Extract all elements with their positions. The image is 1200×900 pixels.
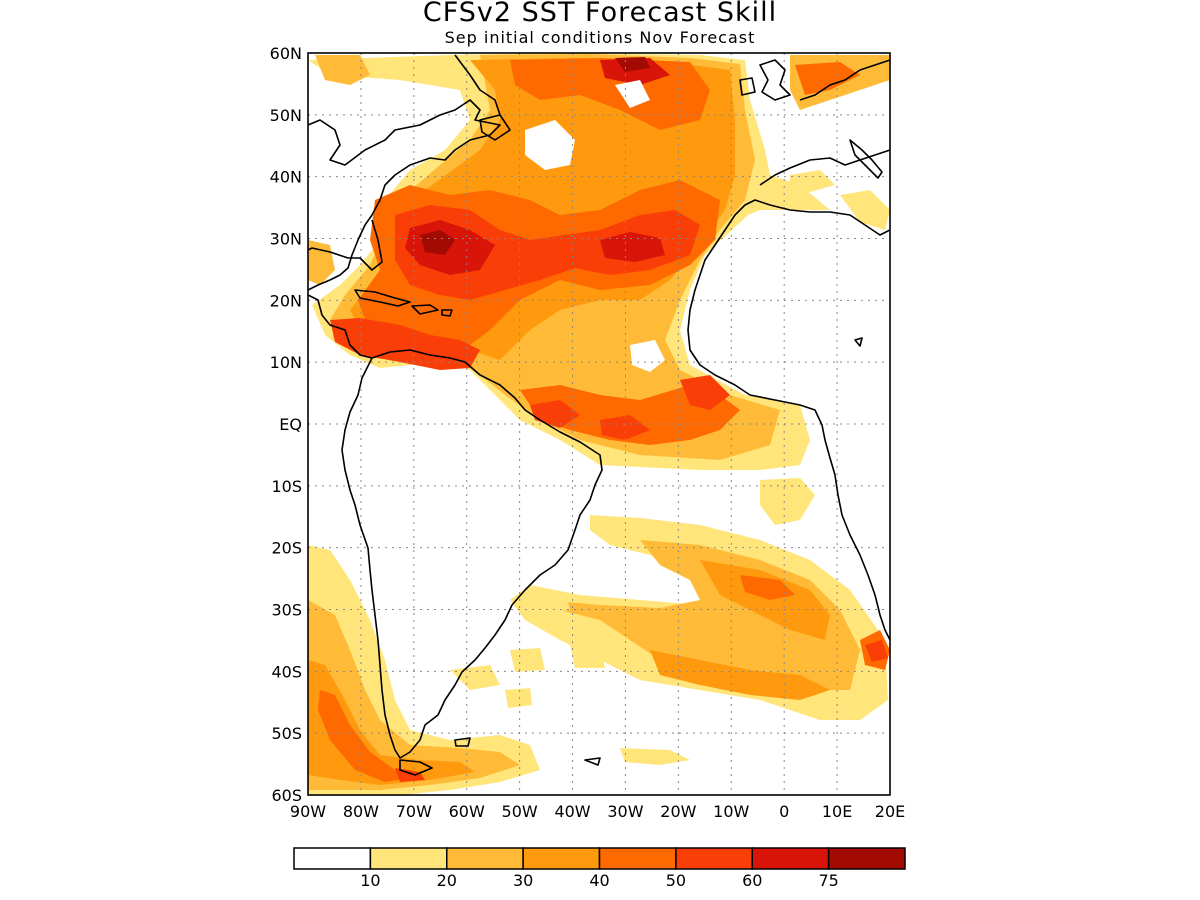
skill-region-chile-40 [318,690,410,782]
colorbar-bin [293,847,372,870]
lon-tick-label: 20W [660,802,696,821]
coast-iberia [759,149,890,186]
skill-region-sa-20 [545,540,860,690]
lat-tick-label: EQ [279,415,302,434]
skill-region-sa-patch-2 [510,648,545,672]
colorbar-bin [446,847,524,870]
skill-region-sa-patch-4 [620,748,690,765]
coastlines [308,54,890,776]
lat-tick-label: 50S [271,724,302,743]
skill-region-europe-40 [795,62,860,95]
lat-tick-label: 60N [270,44,302,63]
lon-tick-label: 30W [607,802,643,821]
map-subtitle: Sep initial conditions Nov Forecast [444,28,756,47]
coast-cuba [354,289,411,307]
coast-newfoundland [479,114,511,141]
lon-tick-label: 10W [713,802,749,821]
skill-field [308,53,890,795]
skill-region-sa-40 [740,575,795,600]
colorbar-bin [827,847,906,870]
skill-region-sa-30b [650,650,830,700]
lat-tick-label: 30S [271,601,302,620]
coast-south-america [341,349,603,759]
colorbar-label: 20 [437,871,457,890]
skill-region-sa-patch-7 [505,688,532,708]
coast-central-america [308,294,373,359]
latitude-tick-labels: 60N 50N 40N 30N 20N 10N EQ 10S 20S 30S 40S 50S 60S [270,44,302,805]
skill-hole-1 [525,120,575,170]
lon-tick-label: 10E [822,802,852,821]
coast-tierra-del-fuego [399,759,433,776]
coast-europe-north [799,59,890,101]
skill-region-labrador-75 [615,57,650,72]
skill-region-sa-patch-1 [540,592,570,612]
skill-region-labrador-60 [600,58,670,85]
coast-cape-verde [854,337,863,347]
lat-tick-label: 40S [271,662,302,681]
skill-region-tropical-50b [680,375,730,410]
lon-tick-label: 60W [449,802,485,821]
lat-tick-label: 40N [270,168,302,187]
lat-tick-label: 30N [270,230,302,249]
colorbar-label: 75 [818,871,838,890]
coast-florida [308,219,383,271]
skill-region-sa-patch-5 [760,478,815,525]
skill-region-med-2 [840,190,890,230]
skill-region-hudson [315,55,370,85]
colorbar: 10 20 30 40 50 60 75 [293,847,906,890]
lat-tick-label: 60S [271,786,302,805]
skill-region-med [790,170,835,192]
lat-tick-label: 20S [271,539,302,558]
lon-tick-label: 40W [554,802,590,821]
skill-region-sa-50 [865,640,888,662]
coast-labrador [454,54,501,116]
coast-puerto-rico [441,309,453,317]
skill-region-sa-patch-3 [570,645,605,668]
colorbar-label: 10 [360,871,380,890]
lat-tick-label: 10N [270,353,302,372]
colorbar-bin [522,847,601,870]
skill-hole-2 [630,340,665,372]
coast-hispaniola [411,304,439,315]
graticule [308,53,890,795]
coast-ireland [739,77,756,96]
lat-tick-label: 50N [270,106,302,125]
skill-region-na-75 [420,230,455,255]
lon-tick-label: 90W [290,802,326,821]
colorbar-label: 60 [742,871,762,890]
lat-tick-label: 10S [271,477,302,496]
lon-tick-label: 50W [502,802,538,821]
colorbar-bin [369,847,448,870]
coast-africa [687,199,890,641]
skill-region-sa-patch-6 [450,665,500,690]
skill-hole-3 [615,80,650,108]
colorbar-bin [598,847,677,870]
lon-tick-label: 20E [875,802,905,821]
colorbar-label: 40 [589,871,609,890]
lon-tick-label: 80W [343,802,379,821]
lat-tick-label: 20N [270,291,302,310]
colorbar-bin [751,847,830,870]
coast-italy [849,139,883,179]
lon-tick-label: 0 [779,802,789,821]
longitude-tick-labels: 90W 80W 70W 60W 50W 40W 30W 20W 10W 0 10E 20E [290,802,905,821]
coast-britain [759,59,791,101]
skill-region-gulf-mexico [308,240,335,285]
colorbar-label: 30 [513,871,533,890]
lon-tick-label: 70W [396,802,432,821]
skill-region-sa-30 [700,560,830,640]
skill-region-na-50 [395,205,700,300]
skill-region-tropical-50c [600,415,650,440]
colorbar-label: 50 [666,871,686,890]
coast-north-america [308,99,501,291]
coast-falklands [454,737,471,747]
map-frame [307,52,891,796]
skill-region-na-60b [600,232,665,262]
coast-south-georgia [584,757,601,766]
map-title: CFSv2 SST Forecast Skill [422,0,778,28]
colorbar-bin [675,847,753,870]
